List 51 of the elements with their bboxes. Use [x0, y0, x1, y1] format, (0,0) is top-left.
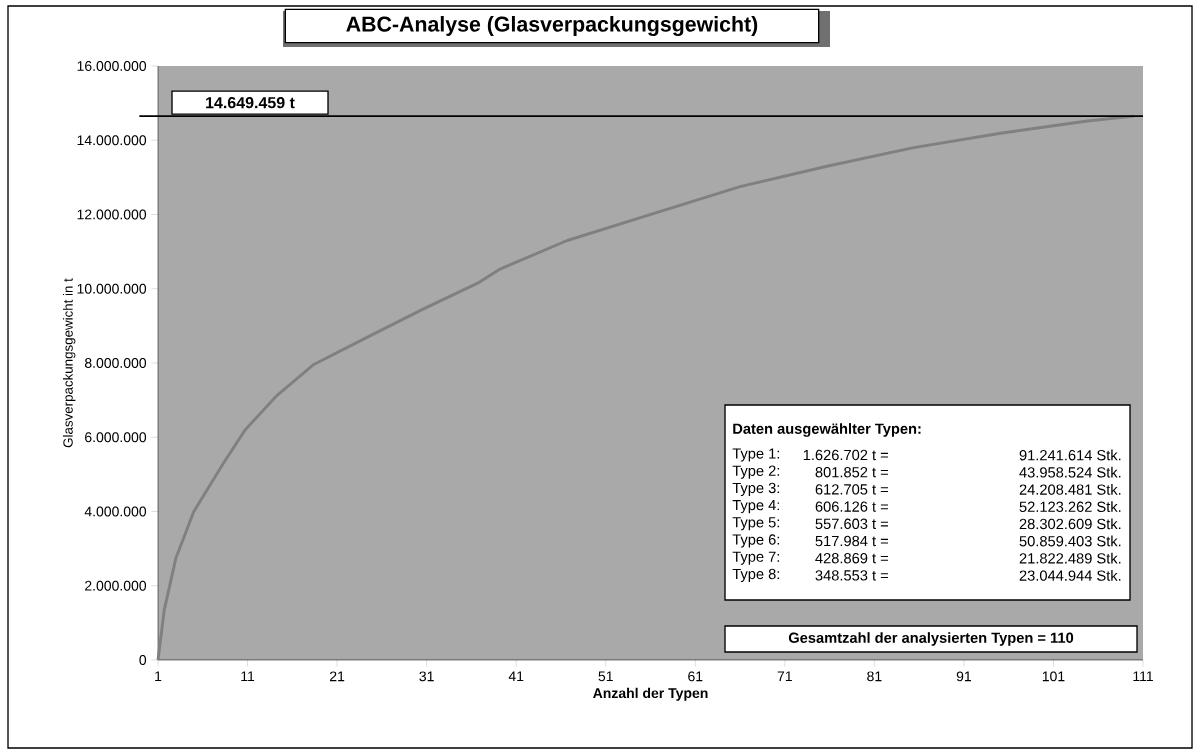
annotation: Gesamtzahl der analysierten Typen = 110 [788, 632, 1074, 646]
x-axis-title: Anzahl der Typen [593, 687, 708, 701]
annotation: 24.208.481 Stk. [1019, 484, 1121, 495]
annotation: 612.705 t = [815, 484, 888, 495]
annotation: 428.869 t = [815, 553, 888, 564]
y-tick-label: 12.000.000 [77, 209, 147, 220]
x-tick-label: 71 [777, 671, 792, 682]
x-tick-label: 41 [508, 671, 524, 682]
annotation: 1.626.702 t = [803, 449, 888, 461]
annotation: Type 4: [732, 500, 780, 514]
y-tick-label: 8.000.000 [84, 358, 147, 368]
annotation: Type 2: [732, 465, 780, 479]
x-tick-label: 101 [1042, 671, 1065, 682]
y-tick-label: 10.000.000 [77, 283, 147, 294]
chart-title: ABC-Analyse (Glasverpackungsgewicht) [346, 16, 758, 36]
annotation: Type 1: [732, 448, 780, 462]
annotation: 91.241.614 Stk. [1019, 449, 1121, 461]
x-tick-label: 11 [241, 671, 255, 682]
annotation: 801.852 t = [815, 467, 888, 478]
y-tick-label: 6.000.000 [85, 432, 147, 443]
annotation: 517.984 t = [815, 535, 888, 547]
x-tick-label: 51 [598, 671, 613, 682]
x-tick-label: 1 [155, 671, 162, 682]
y-tick-label: 14.000.000 [77, 135, 147, 146]
x-tick-label: 91 [956, 671, 971, 682]
annotation: Daten ausgewählter Typen: [733, 423, 921, 437]
x-tick-label: 31 [419, 671, 434, 682]
annotation: 557.603 t = [815, 518, 888, 529]
x-tick-label: 21 [330, 671, 345, 682]
annotation: 50.859.403 Stk. [1019, 535, 1121, 547]
annotation: 28.302.609 Stk. [1019, 518, 1121, 530]
annotation: Type 6: [732, 534, 780, 548]
x-tick-label: 81 [867, 671, 882, 682]
annotation: 21.822.489 Stk. [1019, 552, 1121, 564]
annotation: Type 5: [732, 517, 780, 531]
ref-line-label: 14.649.459 t [206, 96, 295, 109]
annotation: Type 7: [732, 551, 780, 565]
annotation: 348.553 t = [815, 570, 888, 581]
annotation: 23.044.944 Stk. [1019, 570, 1121, 581]
y-tick-label: 16.000.000 [77, 61, 147, 71]
x-tick-label: 61 [688, 671, 703, 682]
y-tick-label: 0 [139, 655, 147, 665]
y-axis-title: Glasverpackungsgewicht in t [62, 278, 76, 448]
annotation: Type 3: [732, 482, 780, 497]
x-tick-label: 111 [1133, 671, 1153, 682]
annotation: 606.126 t = [815, 501, 888, 512]
annotation: Type 8: [732, 568, 780, 583]
annotation: 43.958.524 Stk. [1019, 466, 1121, 478]
annotation: 52.123.262 Stk. [1019, 501, 1121, 512]
y-tick-label: 4.000.000 [84, 506, 147, 517]
y-tick-label: 2.000.000 [85, 580, 147, 591]
